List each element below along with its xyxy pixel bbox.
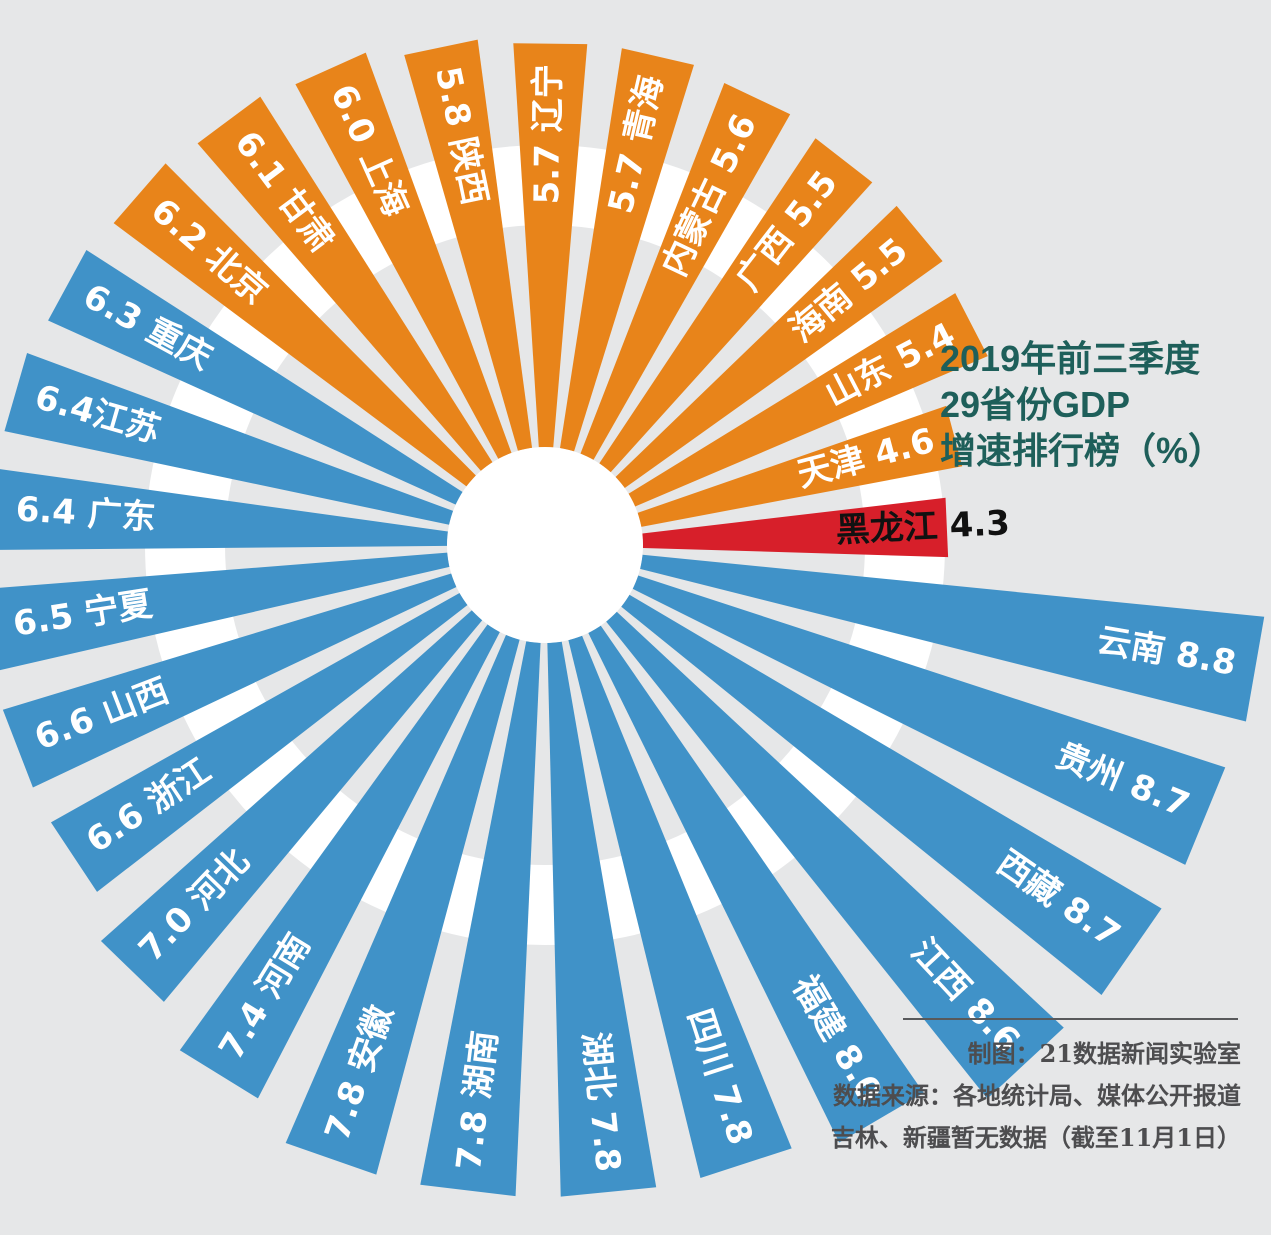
- credit-source: 数据来源：各地统计局、媒体公开报道: [833, 1081, 1241, 1110]
- credits-divider: [903, 1018, 1238, 1020]
- bar-江苏: [4, 352, 454, 525]
- bar-上海: [295, 52, 512, 459]
- bar-青海: [559, 48, 694, 452]
- bar-北京: [113, 163, 476, 487]
- bar-河南: [179, 624, 500, 1099]
- bar-广东: [0, 469, 448, 550]
- credit-maker: 制图：21数据新闻实验室: [967, 1039, 1241, 1068]
- bar-海南: [615, 205, 943, 489]
- title-line-3: 增速排行榜（%）: [940, 430, 1225, 471]
- bar-辽宁: [513, 43, 588, 448]
- title-line-2: 29省份GDP: [940, 384, 1131, 425]
- center-hole: [447, 447, 643, 643]
- bar-安徽: [285, 634, 520, 1175]
- label-广东: 6.4 广东: [15, 489, 157, 538]
- credits-block: 制图：21数据新闻实验室 数据来源：各地统计局、媒体公开报道 吉林、新疆暂无数据…: [831, 1033, 1241, 1159]
- bar-宁夏: [0, 552, 450, 671]
- bar-湖北: [547, 641, 657, 1197]
- label-黑龙江: 黑龙江 4.3: [835, 503, 1011, 551]
- bar-江西: [606, 611, 1064, 1099]
- bar-广西: [599, 138, 873, 473]
- bar-浙江: [50, 592, 468, 892]
- bar-内蒙古: [580, 82, 791, 460]
- bar-甘肃: [197, 96, 493, 471]
- bar-山西: [2, 573, 457, 788]
- bar-湖南: [420, 641, 541, 1197]
- credit-note: 吉林、新疆暂无数据（截至11月1日）: [830, 1123, 1241, 1152]
- bar-黑龙江: [642, 497, 949, 558]
- bar-四川: [568, 635, 792, 1178]
- bar-山东: [628, 293, 988, 507]
- chart-title: 2019年前三季度 29省份GDP 增速排行榜（%）: [940, 336, 1260, 474]
- bar-天津: [637, 405, 963, 527]
- label-辽宁: 5.7 辽宁: [527, 64, 568, 204]
- bar-西藏: [621, 594, 1162, 996]
- bar-云南: [640, 554, 1265, 722]
- bar-河北: [100, 610, 483, 1002]
- bar-重庆: [48, 249, 463, 505]
- bar-陕西: [404, 39, 533, 451]
- bar-福建: [588, 625, 924, 1143]
- bar-贵州: [632, 575, 1226, 865]
- title-line-1: 2019年前三季度: [940, 338, 1201, 379]
